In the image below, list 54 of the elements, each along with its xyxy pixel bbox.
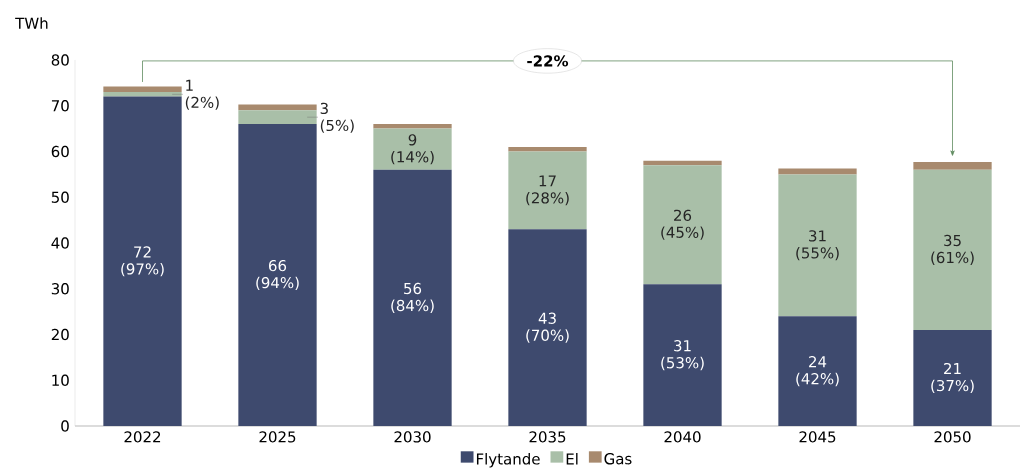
annotation: -22% [527,55,569,67]
data-label: 17 (28%) [526,175,569,206]
y-tick-label: 40 [51,237,69,249]
data-label: 31 (53%) [661,340,704,371]
bar [103,86,182,93]
legend-label: El [566,452,578,465]
bar [238,124,317,426]
x-tick-label: 2035 [529,431,566,443]
bar [103,96,182,426]
data-label: 26 (45%) [661,209,704,240]
y-tick-label: 60 [51,145,69,158]
data-label: 21 (37%) [931,362,974,394]
bar [508,151,587,230]
data-label: 56 (84%) [391,282,434,313]
legend-label: Flytande [476,452,540,468]
x-tick-label: 2045 [799,431,836,443]
bar [913,169,992,330]
data-label: 43 (70%) [526,312,569,343]
bar [778,316,857,426]
data-label: 3 (5%) [320,102,354,133]
bar [373,124,452,129]
y-tick-label: 10 [52,374,69,386]
data-label: 31 (55%) [796,230,839,261]
data-label: 66 (94%) [256,259,299,291]
data-label: 35 (61%) [931,234,974,265]
x-tick-label: 2040 [664,431,701,443]
data-label: 24 (42%) [796,356,839,387]
bar [913,162,992,170]
x-tick-label: 2030 [394,431,431,443]
y-tick-label: 0 [61,420,69,432]
y-tick-label: 70 [51,100,69,112]
legend-label: Gas [604,453,632,465]
bar [778,174,857,317]
x-tick-label: 2025 [259,431,296,443]
y-axis-title: TWh [15,17,48,29]
bar [778,168,857,175]
y-tick-label: 30 [51,283,69,295]
y-tick-label: 20 [51,328,69,341]
bar [913,329,992,426]
y-tick-label: 50 [51,191,69,203]
x-tick-label: 2050 [934,431,971,443]
bar [643,284,722,426]
bar [103,92,182,97]
data-label: 1 (2%) [185,79,219,110]
bar [373,128,452,170]
bar [238,104,317,111]
bar [238,110,317,125]
bar [373,169,452,426]
data-label: 9 (14%) [391,134,434,165]
data-label: 72 (97%) [121,246,164,277]
bar [643,165,722,285]
bar [508,229,587,426]
y-tick-label: 80 [51,54,69,66]
x-tick-label: 2022 [124,431,161,443]
